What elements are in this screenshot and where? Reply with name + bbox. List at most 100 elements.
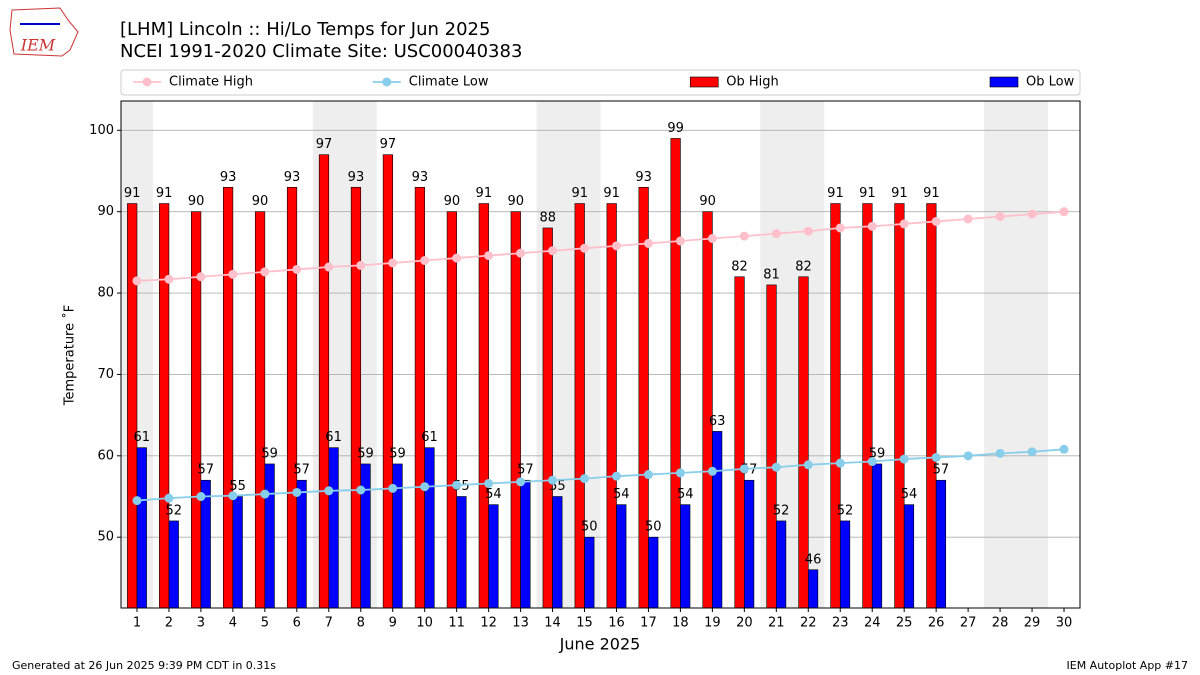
line-point	[484, 478, 494, 488]
bar-value-label: 61	[134, 430, 151, 445]
x-tick-label: 5	[261, 616, 269, 631]
logo: IEM	[9, 7, 79, 57]
bar	[776, 520, 787, 609]
line-point	[228, 269, 238, 279]
line-point	[963, 451, 973, 461]
y-axis-label: Temperature ˚F	[62, 305, 78, 406]
bar	[894, 203, 905, 609]
line-point	[803, 460, 813, 470]
bar-value-label: 52	[165, 503, 182, 518]
line-point	[132, 276, 142, 286]
bar-value-label: 54	[613, 487, 630, 502]
line-point	[164, 493, 174, 503]
bar	[638, 186, 649, 609]
line-point	[867, 221, 877, 231]
x-tick-label: 30	[1056, 616, 1073, 631]
bar-value-label: 54	[677, 487, 694, 502]
line-point	[867, 457, 877, 467]
y-tick-label: 60	[97, 448, 114, 463]
bar	[360, 463, 371, 609]
bar	[382, 154, 394, 609]
bar	[264, 463, 275, 609]
bar-value-label: 93	[412, 170, 429, 185]
bar	[702, 211, 713, 609]
bar-value-label: 91	[603, 186, 620, 201]
bar-value-label: 57	[933, 463, 950, 478]
line-point	[356, 485, 366, 495]
bar-value-label: 54	[485, 487, 502, 502]
line-point	[420, 256, 430, 266]
bar	[584, 536, 595, 609]
bar	[574, 203, 585, 609]
bar-value-label: 90	[699, 194, 716, 209]
bar-value-label: 59	[389, 446, 406, 461]
bar-value-label: 90	[444, 194, 461, 209]
line-point	[771, 229, 781, 239]
bar-value-label: 91	[156, 186, 173, 201]
line-point	[452, 253, 462, 263]
x-tick-label: 9	[389, 616, 397, 631]
line-point	[420, 482, 430, 492]
line-point	[995, 448, 1005, 458]
line	[136, 448, 1065, 502]
legend-label: Climate Low	[409, 75, 489, 90]
bar-value-label: 61	[421, 430, 438, 445]
line-point	[739, 464, 749, 474]
bar	[424, 447, 435, 609]
bar-value-label: 90	[188, 194, 205, 209]
bar	[350, 186, 362, 609]
bar-value-label: 63	[709, 414, 726, 429]
bar-value-label: 55	[229, 479, 246, 494]
bar-value-label: 91	[859, 186, 876, 201]
y-tick-label: 90	[97, 204, 114, 219]
x-tick-label: 23	[832, 616, 849, 631]
line-point	[1059, 207, 1069, 217]
bar	[414, 186, 425, 609]
bar	[552, 496, 563, 609]
bar	[318, 154, 330, 609]
bar-value-label: 90	[252, 194, 269, 209]
line-point	[899, 454, 909, 464]
bar-value-label: 90	[508, 194, 525, 209]
bar	[807, 569, 819, 609]
bar	[926, 203, 937, 609]
bar-value-label: 93	[635, 170, 652, 185]
line-point	[324, 262, 334, 272]
bar-value-label: 88	[539, 210, 556, 225]
bar	[862, 203, 873, 609]
bar	[127, 203, 138, 609]
line-point	[835, 458, 845, 468]
x-tick-label: 10	[416, 616, 433, 631]
x-tick-label: 3	[197, 616, 205, 631]
line-point	[580, 243, 590, 253]
bar	[871, 463, 883, 609]
legend-label: Ob High	[726, 75, 779, 90]
bar	[286, 186, 298, 609]
line	[136, 210, 1065, 282]
line-point	[643, 470, 653, 480]
bar-value-label: 46	[805, 552, 822, 567]
bar	[478, 203, 489, 609]
line-point	[132, 496, 142, 506]
line-point	[931, 216, 941, 226]
x-tick-label: 12	[480, 616, 497, 631]
line-point	[548, 246, 558, 256]
x-axis-label: June 2025	[559, 635, 641, 654]
x-tick-label: 6	[293, 616, 301, 631]
line-point	[739, 231, 749, 241]
x-tick-label: 2	[165, 616, 173, 631]
line-point	[388, 258, 398, 268]
line-point	[356, 260, 366, 270]
line-point	[196, 492, 206, 502]
bar-value-label: 61	[325, 430, 342, 445]
bar-value-label: 82	[731, 259, 748, 274]
bar	[830, 203, 841, 609]
bar-value-label: 50	[645, 520, 662, 535]
y-tick-label: 100	[89, 123, 114, 138]
bar	[766, 284, 777, 609]
line-point	[995, 212, 1005, 222]
bar	[712, 431, 723, 609]
bar-value-label: 82	[795, 259, 812, 274]
bar	[222, 186, 234, 609]
